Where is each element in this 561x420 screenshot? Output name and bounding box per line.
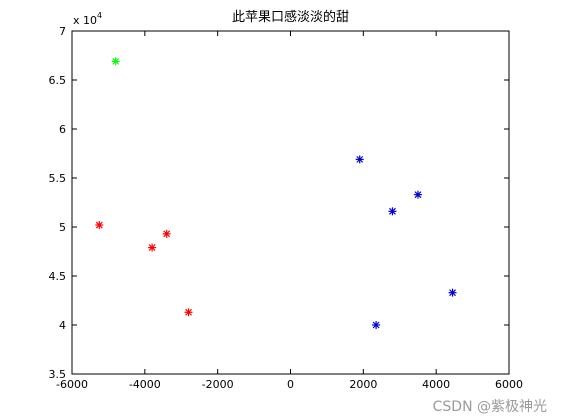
data-point xyxy=(388,207,397,216)
x-tick-label: -6000 xyxy=(56,378,88,391)
x-tick-label: -2000 xyxy=(202,378,234,391)
axes-frame xyxy=(71,30,510,375)
x-tick-label: 0 xyxy=(287,378,294,391)
data-point xyxy=(413,190,422,199)
x-tick-label: -4000 xyxy=(129,378,161,391)
x-tick-label: 2000 xyxy=(349,378,377,391)
x-axis: -6000 -4000 -2000 0 2000 4000 6000 xyxy=(56,31,523,391)
y-tick-label: 3.5 xyxy=(49,368,67,381)
watermark: CSDN @紫极神光 xyxy=(432,399,547,415)
y-axis-exponent: x 104 xyxy=(73,11,102,27)
data-point xyxy=(162,229,171,238)
y-tick-label: 4 xyxy=(59,319,66,332)
y-tick-label: 5 xyxy=(59,221,66,234)
x-tick-label: 4000 xyxy=(422,378,450,391)
y-exponent-power: 4 xyxy=(97,11,102,20)
y-tick-label: 4.5 xyxy=(49,270,67,283)
y-exponent-base: x 10 xyxy=(73,14,97,27)
data-point xyxy=(448,288,457,297)
x-tick-label: 6000 xyxy=(495,378,523,391)
y-tick-label: 5.5 xyxy=(49,172,67,185)
data-point xyxy=(111,57,120,66)
y-tick-label: 7 xyxy=(59,25,66,38)
y-tick-label: 6 xyxy=(59,123,66,136)
data-point xyxy=(95,221,104,230)
y-tick-label: 6.5 xyxy=(49,74,67,87)
data-point xyxy=(148,243,157,252)
y-axis: 3.5 4 4.5 5 5.5 6 6.5 7 xyxy=(49,25,509,381)
data-point xyxy=(355,155,364,164)
data-point xyxy=(372,321,381,329)
data-points xyxy=(95,57,457,329)
chart-title: 此苹果口感淡淡的甜 xyxy=(232,9,349,25)
data-point xyxy=(184,308,193,317)
